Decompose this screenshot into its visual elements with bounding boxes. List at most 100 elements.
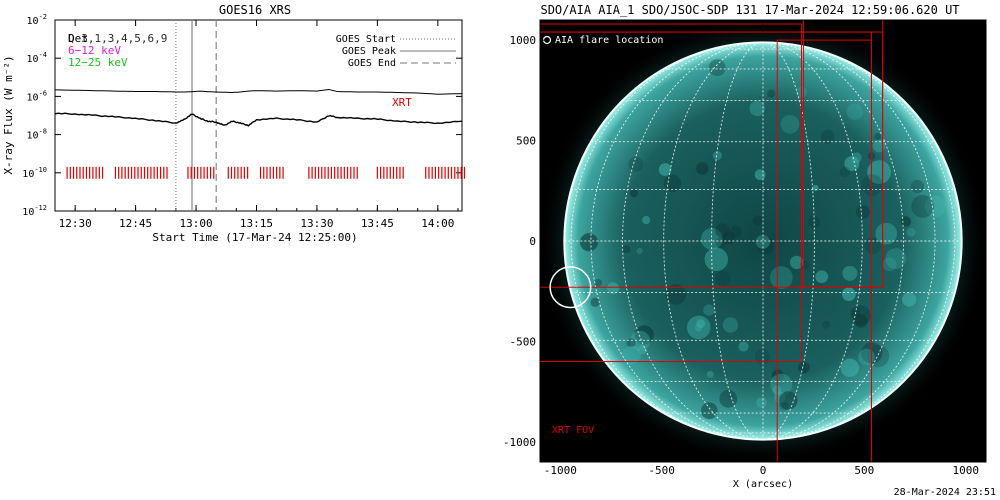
- longitude-grid-line: [711, 41, 764, 441]
- disk-texture-patch: [579, 233, 599, 252]
- solar-limb: [563, 41, 963, 441]
- disk-texture-patch: [808, 215, 821, 229]
- disk-texture-patch: [906, 227, 916, 237]
- xrt-fov-box: [540, 23, 803, 363]
- disk-texture-patch: [841, 287, 856, 302]
- disk-texture-patch: [812, 184, 819, 191]
- goes-y-tick-label: 10-10: [22, 166, 47, 180]
- disk-texture-patch: [642, 216, 651, 225]
- disk-texture-patch: [789, 255, 804, 270]
- disk-texture-patch: [738, 341, 749, 352]
- disk-texture-patch: [844, 156, 860, 172]
- xrt-fov-box: [776, 39, 872, 462]
- disk-texture-patch: [706, 370, 714, 378]
- legend-goes-start: GOES Start: [336, 34, 396, 45]
- goes-flux-series: [54, 112, 463, 127]
- disk-texture-patch: [902, 292, 917, 307]
- disk-texture-patch: [866, 345, 890, 368]
- goes-x-tick-label: 14:00: [421, 217, 454, 230]
- goes-x-tick-label: 13:45: [361, 217, 394, 230]
- disk-texture-patch: [842, 265, 858, 281]
- aia-chart-title: SDO/AIA AIA_1 SDO/JSOC-SDP 131 17-Mar-20…: [540, 3, 959, 17]
- longitude-grid-line: [762, 41, 936, 441]
- goes-y-axis-label: X-ray Flux (W m⁻²): [2, 55, 15, 174]
- aia-x-tick-label: 1000: [952, 464, 979, 477]
- disk-texture-patch: [815, 270, 829, 284]
- disk-texture-patch: [712, 151, 722, 161]
- disk-texture-patch: [858, 348, 875, 366]
- disk-texture-patch: [630, 330, 651, 351]
- disk-texture-patch: [590, 297, 600, 308]
- disk-texture-patch: [867, 160, 891, 185]
- longitude-grid-line: [762, 41, 863, 441]
- disk-texture-patch: [636, 247, 643, 254]
- goes-legend: GOES Start GOES Peak GOES End: [336, 34, 456, 69]
- disk-texture-patch: [628, 156, 644, 172]
- aia-y-tick-label: -1000: [503, 436, 536, 449]
- aia-x-tick-label: 500: [854, 464, 874, 477]
- aia-y-tick-label: 0: [529, 235, 536, 248]
- longitude-grid-line: [762, 41, 815, 441]
- disk-texture-patch: [839, 166, 851, 177]
- disk-texture-patch: [874, 132, 882, 140]
- disk-texture-patch: [686, 315, 711, 340]
- disk-texture-patch: [851, 305, 871, 326]
- legend-goes-end: GOES End: [348, 58, 396, 69]
- disk-texture-patch: [622, 245, 631, 254]
- disk-texture-patch: [910, 179, 925, 194]
- detector-label-6-12kev: 6−12 keV: [68, 44, 121, 57]
- aia-x-tick-label: -1000: [544, 464, 577, 477]
- disk-texture-patch: [885, 248, 907, 270]
- disk-texture-patch: [798, 361, 810, 374]
- longitude-grid-line: [762, 41, 956, 441]
- disk-texture-patch: [875, 222, 898, 245]
- aia-x-axis-label: X (arcsec): [733, 479, 793, 490]
- xrt-annotation: XRT: [392, 96, 412, 109]
- goes-x-tick-label: 13:00: [179, 217, 212, 230]
- goes-flux-series: [55, 88, 463, 95]
- disk-texture-patch: [846, 103, 863, 121]
- longitude-grid-line: [663, 41, 764, 441]
- goes-x-tick-label: 12:45: [119, 217, 152, 230]
- disk-texture-patch: [924, 195, 947, 217]
- detector-label-det: Det: [68, 32, 88, 45]
- disk-texture-patch: [771, 369, 784, 382]
- disk-texture-patch: [715, 223, 730, 238]
- aia-x-tick-label: 0: [760, 464, 767, 477]
- xrt-fov-label: XRT FOV: [552, 425, 594, 436]
- goes-y-tick-label: 10-12: [22, 204, 47, 218]
- goes-y-tick-label: 10-4: [27, 51, 47, 65]
- disk-texture-patch: [715, 270, 731, 287]
- aia-y-tick-label: -500: [510, 335, 537, 348]
- goes-x-tick-label: 13:15: [240, 217, 273, 230]
- goes-y-tick-label: 10-6: [27, 89, 47, 103]
- goes-x-axis-label: Start Time (17-Mar-24 12:25:00): [152, 231, 357, 244]
- disk-texture-patch: [715, 237, 727, 249]
- disk-texture-patch: [634, 325, 654, 345]
- disk-texture-patch: [658, 163, 672, 176]
- disk-texture-patch: [861, 174, 883, 196]
- goes-y-tick-label: 10-8: [27, 128, 47, 142]
- legend-flare-label: AIA flare location: [555, 35, 663, 46]
- disk-texture-patch: [708, 59, 726, 77]
- disk-texture-patch: [911, 194, 935, 218]
- disk-texture-patch: [864, 237, 881, 255]
- disk-texture-patch: [749, 100, 766, 117]
- legend-goes-peak: GOES Peak: [342, 46, 396, 57]
- disk-texture-patch: [769, 266, 793, 290]
- goes-y-tick-label: 10-2: [27, 13, 47, 27]
- disk-texture-patch: [754, 349, 771, 365]
- aia-x-tick-label: -500: [648, 464, 675, 477]
- disk-texture-patch: [780, 115, 800, 134]
- disk-texture-patch: [622, 345, 641, 365]
- disk-texture-patch: [665, 284, 687, 305]
- longitude-grid-line: [590, 41, 764, 441]
- detector-label-12-25kev: 12−25 keV: [68, 56, 128, 69]
- goes-x-tick-label: 12:30: [59, 217, 92, 230]
- disk-texture-patch: [872, 139, 886, 153]
- disk-texture-patch: [854, 314, 868, 328]
- disk-texture-patch: [754, 169, 766, 181]
- disk-texture-patch: [840, 358, 860, 378]
- aia-y-tick-label: 1000: [510, 34, 537, 47]
- longitude-grid-line: [762, 41, 904, 441]
